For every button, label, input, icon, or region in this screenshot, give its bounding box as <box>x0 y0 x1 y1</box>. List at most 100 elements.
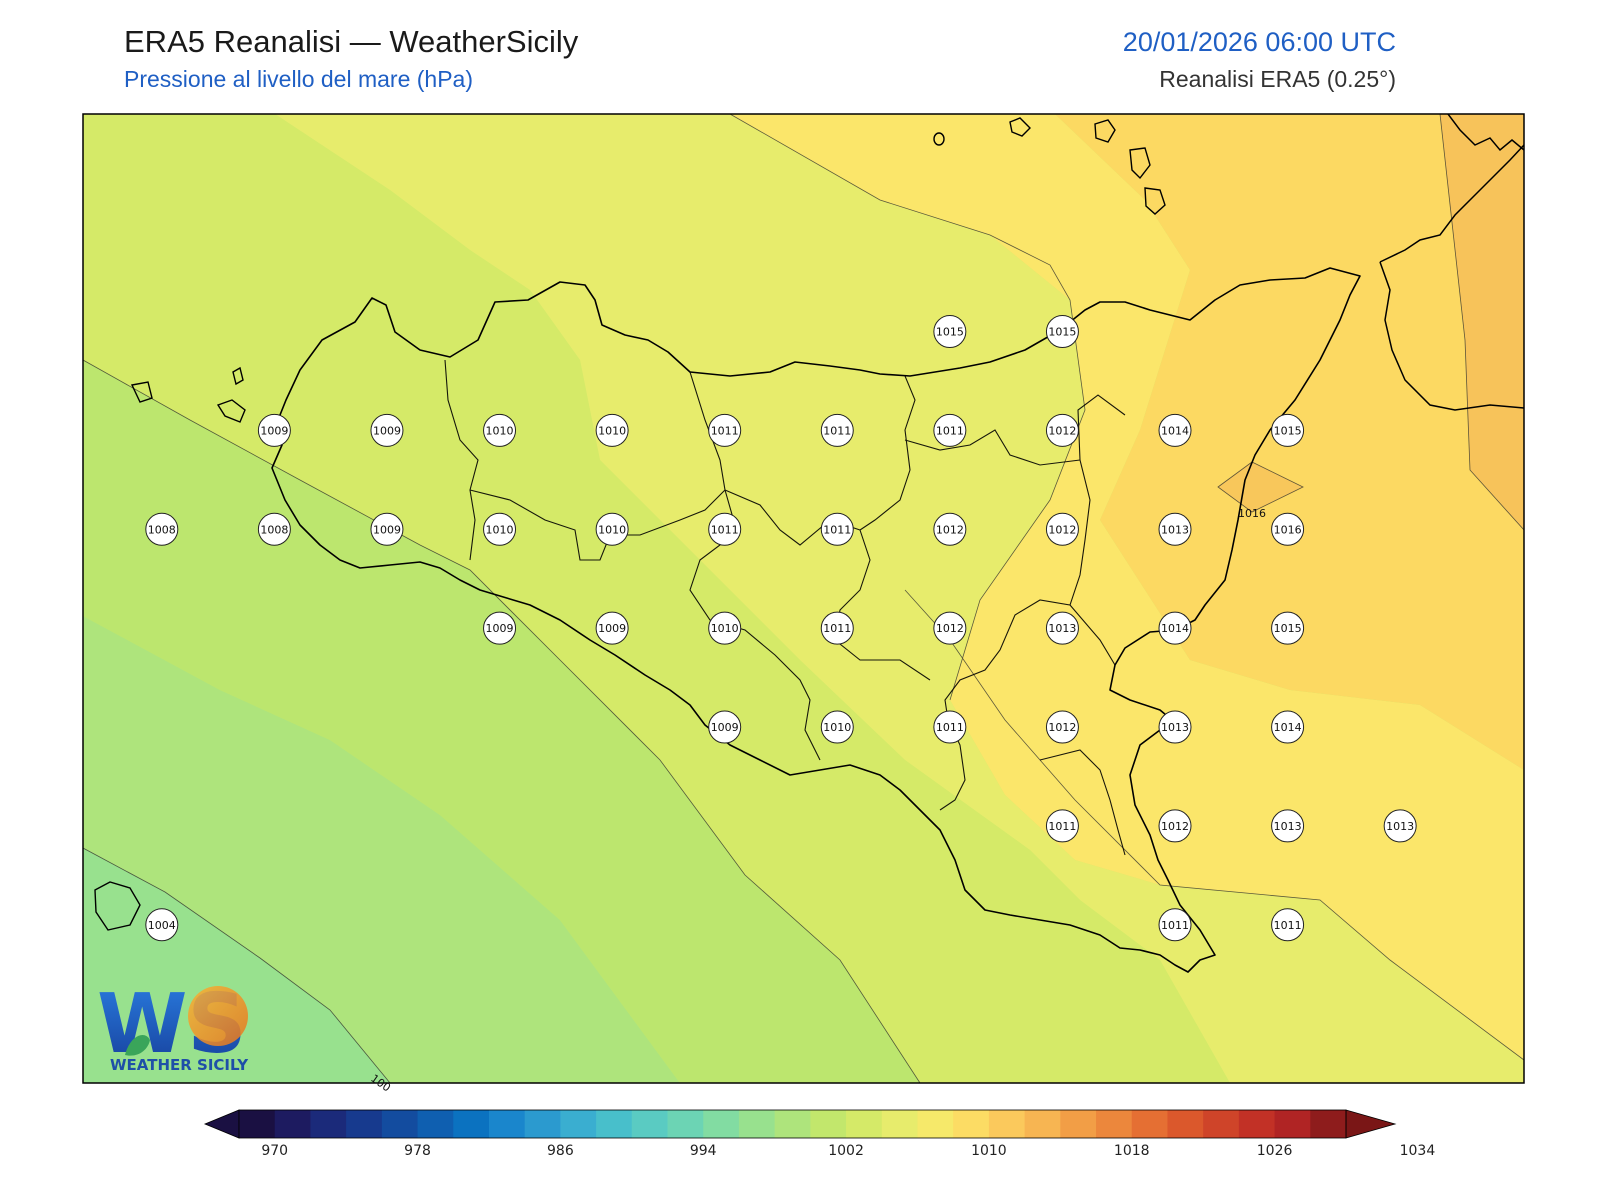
pressure-point: 1013 <box>1158 512 1192 546</box>
pressure-point-marker <box>933 512 967 546</box>
pressure-point-label: 1014 <box>1161 424 1189 437</box>
pressure-point-marker <box>1158 809 1192 843</box>
pressure-point-label: 1015 <box>1274 622 1302 635</box>
pressure-point-label: 1010 <box>823 721 851 734</box>
pressure-point-label: 1015 <box>1048 326 1076 339</box>
isobar-lines <box>83 114 1524 1083</box>
pressure-point-marker <box>1271 413 1305 447</box>
pressure-point-marker <box>370 413 404 447</box>
colorbar-swatch <box>1060 1110 1097 1138</box>
colorbar-tick-label: 1010 <box>971 1143 1007 1159</box>
pressure-point-label: 1013 <box>1386 820 1414 833</box>
pressure-point-label: 1011 <box>823 622 851 635</box>
pressure-point: 1011 <box>933 710 967 744</box>
colorbar-swatch <box>310 1110 347 1138</box>
pressure-point: 1012 <box>1158 809 1192 843</box>
pressure-point: 1012 <box>1045 512 1079 546</box>
colorbar-swatch <box>988 1110 1026 1138</box>
band-1002-1004 <box>83 848 390 1083</box>
pressure-point: 1014 <box>1158 413 1192 447</box>
pressure-point-label: 1009 <box>486 622 514 635</box>
pressure-point: 1011 <box>933 413 967 447</box>
pressure-point-marker <box>1271 710 1305 744</box>
islands <box>94 117 1166 931</box>
pressure-point-marker <box>595 611 629 645</box>
leaf-icon <box>125 1035 150 1056</box>
pressure-point: 1011 <box>820 611 854 645</box>
colorbar-swatch <box>488 1110 526 1138</box>
colorbar-tick-label: 970 <box>261 1143 288 1159</box>
pressure-point-label: 1013 <box>1161 523 1189 536</box>
pressure-point-label: 1011 <box>1161 919 1189 932</box>
pressure-point: 1010 <box>483 413 517 447</box>
pressure-point-label: 1016 <box>1274 523 1302 536</box>
pressure-point: 1010 <box>708 611 742 645</box>
pressure-point-marker <box>1158 413 1192 447</box>
pressure-point-marker <box>1158 611 1192 645</box>
pressure-point-label: 1014 <box>1161 622 1189 635</box>
colorbar-swatch <box>703 1110 740 1138</box>
pressure-point-label: 1013 <box>1048 622 1076 635</box>
pressure-point-marker <box>1271 908 1305 942</box>
colorbar-swatch <box>596 1110 633 1138</box>
pressure-point: 1012 <box>933 611 967 645</box>
pressure-point-marker <box>933 710 967 744</box>
pressure-point: 1015 <box>1271 413 1305 447</box>
pressure-point-marker <box>1045 315 1079 349</box>
pressure-point-marker <box>933 611 967 645</box>
pressure-point-label: 1012 <box>1048 721 1076 734</box>
pressure-point-marker <box>708 512 742 546</box>
pressure-point: 1014 <box>1158 611 1192 645</box>
pressure-point: 1010 <box>595 512 629 546</box>
pressure-point-label: 1011 <box>1274 919 1302 932</box>
colorbar-tick-label: 1018 <box>1114 1143 1150 1159</box>
pressure-point: 1009 <box>370 413 404 447</box>
pressure-point-label: 1010 <box>598 424 626 437</box>
pressure-point: 1010 <box>595 413 629 447</box>
pressure-point-marker <box>145 512 179 546</box>
colorbar-swatch <box>917 1110 954 1138</box>
pressure-point-label: 1012 <box>1048 523 1076 536</box>
pressure-point-marker <box>708 710 742 744</box>
pressure-point: 1009 <box>708 710 742 744</box>
pressure-point: 1010 <box>483 512 517 546</box>
pressure-point-label: 1012 <box>1048 424 1076 437</box>
colorbar-tick-label: 994 <box>690 1143 717 1159</box>
logo-caption: WEATHER SICILY <box>110 1056 249 1074</box>
page-title: ERA5 Reanalisi — WeatherSicily <box>124 24 579 59</box>
pressure-point: 1014 <box>1271 710 1305 744</box>
pressure-point-label: 1009 <box>260 424 288 437</box>
source-label: Reanalisi ERA5 (0.25°) <box>1159 66 1396 92</box>
pressure-point: 1011 <box>820 413 854 447</box>
pressure-point: 1009 <box>257 413 291 447</box>
pressure-point-marker <box>483 611 517 645</box>
pressure-point-label: 1011 <box>711 424 739 437</box>
colorbar-swatch <box>560 1110 597 1138</box>
pressure-point-label: 1009 <box>373 424 401 437</box>
contour-label: 1016 <box>1238 507 1266 520</box>
colorbar-swatch <box>631 1110 669 1138</box>
pressure-point-label: 1009 <box>373 523 401 536</box>
colorbar-swatch <box>274 1110 311 1138</box>
pressure-point-label: 1009 <box>711 721 739 734</box>
colorbar-swatch <box>881 1110 918 1138</box>
pressure-point: 1011 <box>708 413 742 447</box>
pressure-point-marker <box>708 611 742 645</box>
pressure-point-label: 1010 <box>486 523 514 536</box>
pressure-point-label: 1013 <box>1274 820 1302 833</box>
colorbar-swatch <box>738 1110 776 1138</box>
colorbar-extend-low <box>203 1109 240 1139</box>
colorbar-swatch <box>1238 1110 1276 1138</box>
pressure-point: 1013 <box>1045 611 1079 645</box>
pressure-point-marker <box>1271 512 1305 546</box>
pressure-point-marker <box>1045 710 1079 744</box>
band-1012-1014 <box>730 114 1524 1060</box>
pressure-point-marker <box>820 512 854 546</box>
pressure-point: 1012 <box>1045 413 1079 447</box>
pressure-point-label: 1013 <box>1161 721 1189 734</box>
pressure-point-marker <box>708 413 742 447</box>
colorbar-swatch <box>667 1110 704 1138</box>
pressure-point-marker <box>933 315 967 349</box>
pressure-point-marker <box>595 512 629 546</box>
